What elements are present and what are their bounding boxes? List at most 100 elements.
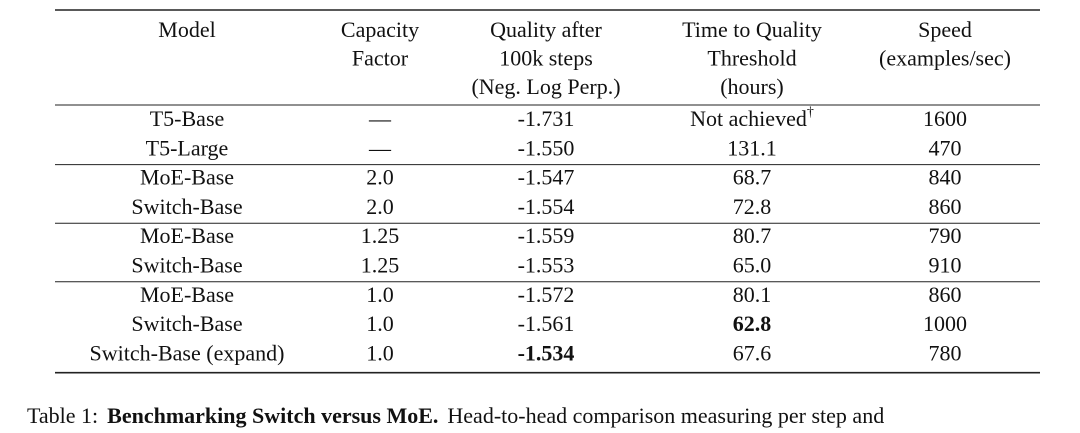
header-cell: (hours) — [720, 74, 784, 99]
table-cell: 790 — [929, 223, 962, 248]
footnote-mark: † — [807, 105, 814, 120]
cell-text: -1.572 — [518, 282, 575, 307]
table-cell: 1.25 — [361, 253, 400, 278]
header-cell: Model — [158, 17, 215, 42]
table-cell: 67.6 — [733, 340, 772, 365]
cell-text: 1.0 — [366, 282, 394, 307]
cell-text: — — [368, 106, 392, 131]
cell-text: 1000 — [923, 311, 967, 336]
table-cell: -1.534 — [518, 340, 575, 365]
table-cell: -1.547 — [518, 165, 575, 190]
cell-text: 910 — [929, 253, 962, 278]
cell-text: 131.1 — [727, 135, 777, 160]
caption-title: Benchmarking Switch versus MoE. — [107, 403, 438, 428]
header-cell: Capacity — [341, 17, 419, 42]
caption-text: Head-to-head comparison measuring per st… — [447, 403, 884, 428]
cell-text: 1600 — [923, 106, 967, 131]
cell-text: 80.7 — [733, 223, 772, 248]
table-cell: 2.0 — [366, 165, 394, 190]
table-cell: 131.1 — [727, 135, 777, 160]
cell-text: 860 — [929, 282, 962, 307]
cell-text: -1.561 — [518, 311, 575, 336]
table-cell: Switch-Base — [131, 311, 242, 336]
cell-text: -1.554 — [518, 194, 575, 219]
cell-text: Not achieved — [690, 106, 807, 131]
cell-text: T5-Large — [146, 135, 229, 160]
cell-text: MoE-Base — [140, 165, 234, 190]
caption-label: Table 1: — [27, 403, 98, 428]
table-cell: 860 — [929, 194, 962, 219]
cell-text: 1.25 — [361, 253, 400, 278]
cell-text: 470 — [929, 135, 962, 160]
header-cell: Threshold — [707, 46, 796, 71]
cell-text: 65.0 — [733, 253, 772, 278]
table-cell: 1000 — [923, 311, 967, 336]
table-cell: 1.0 — [366, 282, 394, 307]
table-cell: -1.554 — [518, 194, 575, 219]
table-cell: 780 — [929, 340, 962, 365]
table-cell: 1600 — [923, 106, 967, 131]
table-cell: T5-Large — [146, 135, 229, 160]
table-cell: Switch-Base (expand) — [90, 340, 285, 365]
cell-text: Switch-Base — [131, 194, 242, 219]
cell-text: 72.8 — [733, 194, 772, 219]
cell-text: -1.559 — [518, 223, 575, 248]
table-cell: 1.0 — [366, 340, 394, 365]
table-cell: MoE-Base — [140, 282, 234, 307]
cell-text: MoE-Base — [140, 282, 234, 307]
cell-text: — — [368, 135, 392, 160]
table-cell: Switch-Base — [131, 194, 242, 219]
cell-text: -1.547 — [518, 165, 575, 190]
table-cell: MoE-Base — [140, 165, 234, 190]
header-cell: Factor — [352, 46, 409, 71]
cell-text: 2.0 — [366, 165, 394, 190]
cell-text: -1.731 — [518, 106, 575, 131]
header-cell: Time to Quality — [682, 17, 822, 42]
caption: Table 1: Benchmarking Switch versus MoE. H… — [27, 403, 884, 428]
cell-text: Switch-Base — [131, 253, 242, 278]
table-cell: T5-Base — [150, 106, 225, 131]
table-cell: — — [368, 106, 392, 131]
header-cell: (examples/sec) — [879, 46, 1011, 71]
table-cell: 80.7 — [733, 223, 772, 248]
table-cell: 860 — [929, 282, 962, 307]
header-cell: Speed — [918, 17, 972, 42]
table-cell: -1.561 — [518, 311, 575, 336]
cell-text: 67.6 — [733, 340, 772, 365]
table-cell: Switch-Base — [131, 253, 242, 278]
cell-text: 1.0 — [366, 340, 394, 365]
table-cell: 62.8 — [733, 311, 772, 336]
table-cell: — — [368, 135, 392, 160]
cell-text: Switch-Base (expand) — [90, 340, 285, 365]
table-cell: 72.8 — [733, 194, 772, 219]
cell-text: 80.1 — [733, 282, 772, 307]
cell-text: MoE-Base — [140, 223, 234, 248]
table-cell: -1.550 — [518, 135, 575, 160]
cell-text: 68.7 — [733, 165, 772, 190]
table-cell: 68.7 — [733, 165, 772, 190]
header-cell: 100k steps — [499, 46, 593, 71]
table-cell: -1.731 — [518, 106, 575, 131]
cell-text: 860 — [929, 194, 962, 219]
table-cell: MoE-Base — [140, 223, 234, 248]
cell-text: 1.0 — [366, 311, 394, 336]
header-cell: Quality after — [490, 17, 602, 42]
cell-text: -1.553 — [518, 253, 575, 278]
cell-text: -1.534 — [518, 340, 575, 365]
cell-text: Switch-Base — [131, 311, 242, 336]
table-cell: 65.0 — [733, 253, 772, 278]
table-cell: -1.553 — [518, 253, 575, 278]
table-cell: 840 — [929, 165, 962, 190]
table-cell: 2.0 — [366, 194, 394, 219]
cell-text: T5-Base — [150, 106, 225, 131]
cell-text: 780 — [929, 340, 962, 365]
table-cell: -1.572 — [518, 282, 575, 307]
table-cell: 470 — [929, 135, 962, 160]
table-cell: Not achieved† — [690, 105, 814, 131]
cell-text: 790 — [929, 223, 962, 248]
cell-text: 2.0 — [366, 194, 394, 219]
cell-text: 1.25 — [361, 223, 400, 248]
cell-text: -1.550 — [518, 135, 575, 160]
header-cell: (Neg. Log Perp.) — [471, 74, 620, 99]
